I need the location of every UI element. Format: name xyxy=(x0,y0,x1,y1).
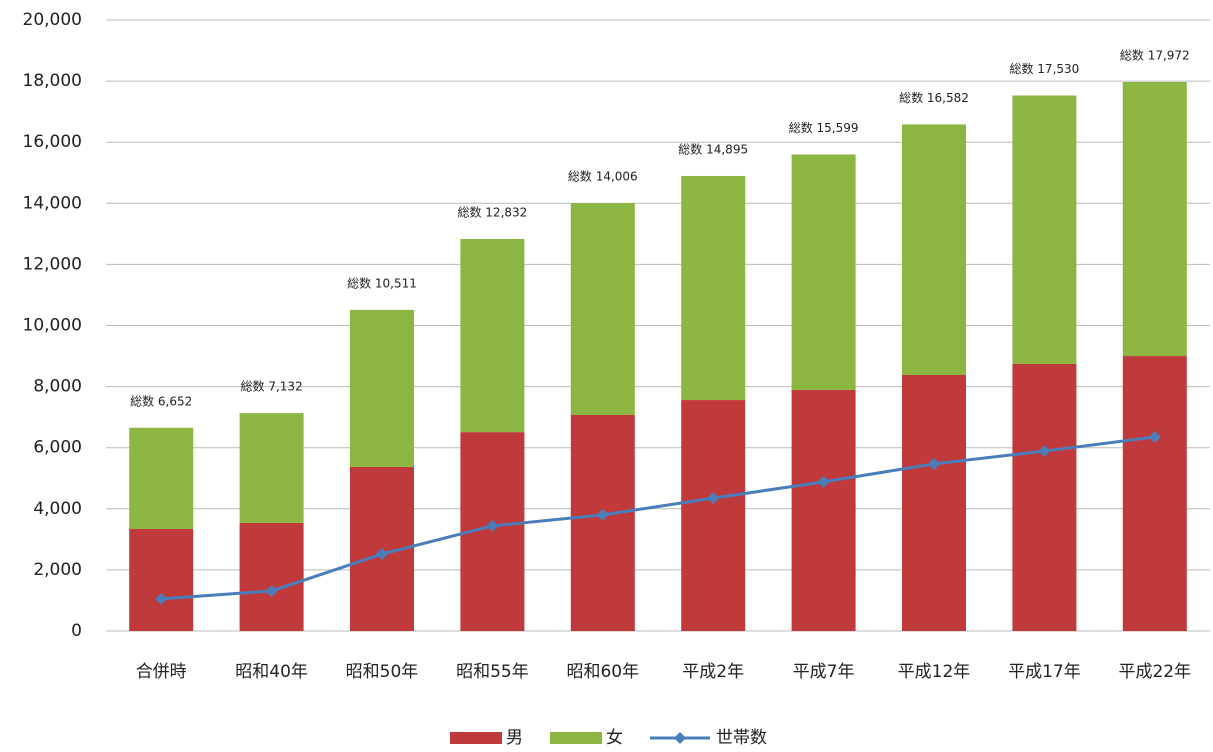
bar-segment xyxy=(460,238,525,433)
bar-segment xyxy=(681,175,746,401)
total-label: 総数 7,132 xyxy=(241,379,303,394)
total-label: 総数 17,530 xyxy=(1009,61,1079,76)
legend-marker xyxy=(674,732,686,744)
bar-segment xyxy=(239,413,304,523)
bar-segment xyxy=(129,528,194,631)
bar-segment xyxy=(681,400,746,631)
bar-segment xyxy=(239,522,304,631)
line-marker xyxy=(1038,445,1051,458)
x-tick-label: 昭和40年 xyxy=(235,662,308,682)
legend-label: 世帯数 xyxy=(716,728,767,748)
y-tick-label: 6,000 xyxy=(33,438,82,458)
x-tick-label: 平成2年 xyxy=(682,662,744,682)
bar-segment xyxy=(1122,81,1187,357)
x-tick-label: 平成12年 xyxy=(898,662,971,682)
x-tick-label: 昭和50年 xyxy=(346,662,419,682)
y-tick-label: 16,000 xyxy=(23,132,82,152)
total-label: 総数 14,006 xyxy=(568,169,638,184)
x-tick-label: 平成17年 xyxy=(1008,662,1081,682)
bar-segment xyxy=(570,203,635,416)
y-tick-label: 8,000 xyxy=(33,377,82,397)
line-marker xyxy=(928,457,940,470)
line-marker xyxy=(486,519,499,532)
total-label: 総数 17,972 xyxy=(1120,47,1190,62)
y-tick-label: 20,000 xyxy=(23,10,82,30)
legend-label: 男 xyxy=(506,728,523,748)
bar-segment xyxy=(1122,356,1187,631)
total-label: 総数 12,832 xyxy=(457,204,527,219)
y-tick-label: 10,000 xyxy=(23,316,82,336)
total-label: 総数 10,511 xyxy=(347,275,417,290)
y-tick-label: 18,000 xyxy=(23,71,82,91)
legend-swatch xyxy=(550,732,602,744)
x-tick-label: 平成22年 xyxy=(1118,662,1191,682)
x-tick-label: 合併時 xyxy=(136,662,187,682)
y-tick-label: 2,000 xyxy=(33,560,82,580)
bar-segment xyxy=(791,154,856,390)
bar-segment xyxy=(570,415,635,631)
total-label: 総数 16,582 xyxy=(899,90,969,105)
total-label: 総数 6,652 xyxy=(130,393,192,408)
total-label: 総数 14,895 xyxy=(678,141,748,156)
x-tick-label: 昭和60年 xyxy=(566,662,639,682)
line-marker xyxy=(155,592,168,605)
x-tick-label: 昭和55年 xyxy=(456,662,529,682)
y-tick-label: 14,000 xyxy=(23,193,82,213)
line-marker xyxy=(1148,431,1161,444)
bar-segment xyxy=(902,374,966,631)
bar-segment xyxy=(1012,95,1077,364)
y-tick-label: 4,000 xyxy=(33,499,82,519)
x-tick-label: 平成7年 xyxy=(793,662,855,682)
bar-segment xyxy=(129,427,194,529)
total-label: 総数 15,599 xyxy=(789,120,859,135)
legend-swatch xyxy=(450,732,502,744)
line-marker xyxy=(265,584,278,597)
bar-segment xyxy=(791,389,856,631)
line-marker xyxy=(817,475,830,488)
y-tick-label: 12,000 xyxy=(23,254,82,274)
line-series xyxy=(161,435,1155,601)
y-tick-label: 0 xyxy=(71,621,82,641)
legend-label: 女 xyxy=(606,728,623,748)
line-marker xyxy=(707,492,720,505)
bar-segment xyxy=(902,124,966,375)
line-marker xyxy=(596,508,609,521)
bar-segment xyxy=(1012,363,1077,631)
line-marker xyxy=(376,548,388,561)
bar-segment xyxy=(350,309,414,467)
